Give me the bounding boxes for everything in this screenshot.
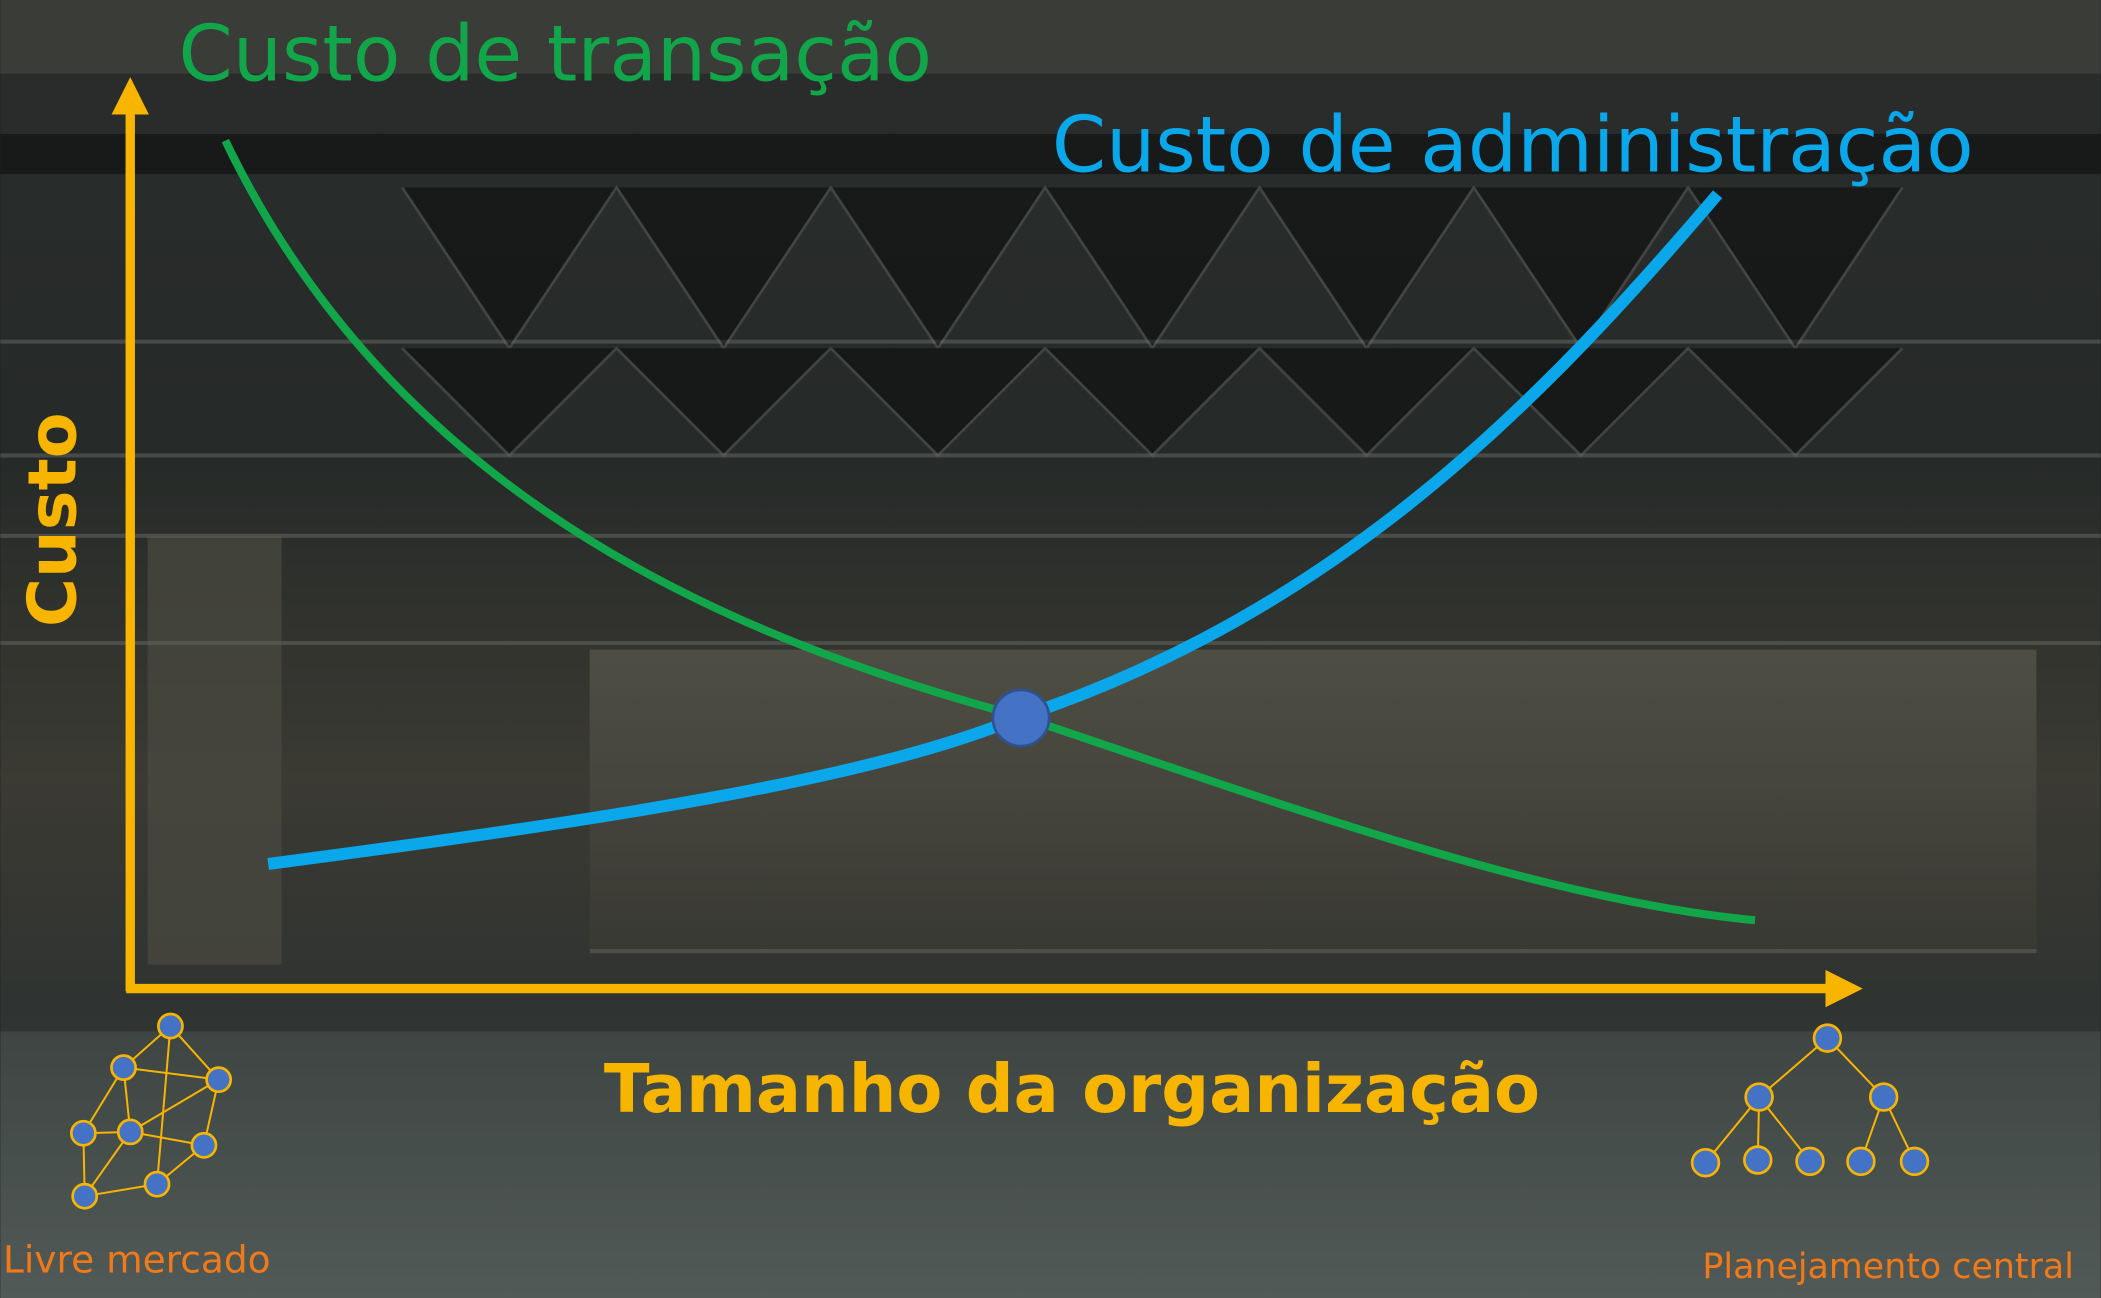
hierarchy-tree-icon: [1690, 1023, 1930, 1178]
y-axis-title: Custo: [13, 412, 91, 627]
x-axis-title: Tamanho da organização: [604, 1050, 1540, 1128]
axes: [111, 77, 1863, 1008]
administration-cost-label: Custo de administração: [1052, 100, 1974, 190]
market-network-icon: [69, 1012, 233, 1210]
transaction-cost-label: Custo de transação: [178, 9, 932, 99]
right-extreme-label: Planejamento central: [1702, 1247, 2073, 1287]
equilibrium-point: [991, 688, 1051, 748]
left-extreme-label: Livre mercado: [3, 1238, 271, 1282]
transaction-cost-curve: [221, 138, 1756, 925]
